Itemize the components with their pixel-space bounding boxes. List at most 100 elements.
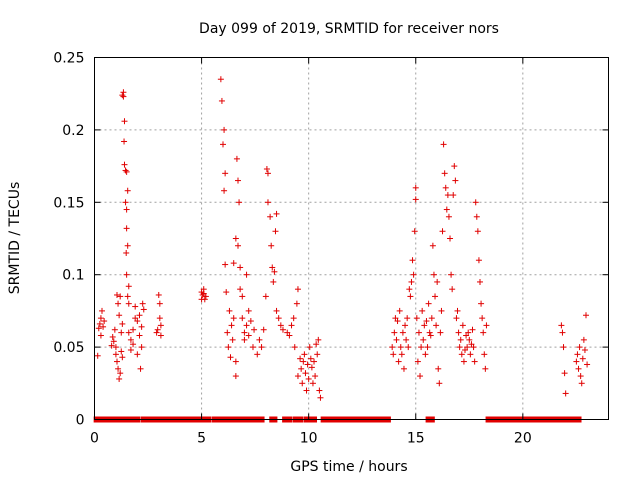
data-point [239, 293, 246, 300]
y-tick-label: 0.25 [53, 51, 84, 67]
data-point [157, 322, 164, 329]
data-point [412, 184, 419, 191]
data-point [393, 336, 400, 343]
data-point [313, 341, 320, 348]
data-point [398, 351, 405, 358]
data-point [221, 187, 228, 194]
data-point [123, 206, 130, 213]
data-point [241, 329, 248, 336]
data-point [299, 380, 306, 387]
data-point [441, 170, 448, 177]
data-point [414, 358, 421, 365]
data-point [391, 329, 398, 336]
data-point [273, 307, 280, 314]
data-point [482, 365, 489, 372]
data-point [153, 329, 160, 336]
chart-title: Day 099 of 2019, SRMTID for receiver nor… [199, 21, 499, 37]
data-point [256, 336, 263, 343]
data-point [277, 322, 284, 329]
data-point [581, 346, 588, 353]
data-point [467, 351, 474, 358]
data-point [271, 268, 278, 275]
data-point [108, 342, 115, 349]
data-point [579, 355, 586, 362]
data-point [222, 261, 229, 268]
data-point [121, 161, 128, 168]
data-point [110, 338, 117, 345]
data-point [298, 365, 305, 372]
data-point [123, 249, 130, 256]
y-tick-label: 0.1 [62, 268, 84, 284]
data-point [199, 291, 206, 298]
data-point [223, 289, 230, 296]
data-point [116, 375, 123, 382]
y-tick-label: 0 [76, 413, 85, 429]
data-point [264, 170, 271, 177]
data-point [440, 141, 447, 148]
data-point [117, 370, 124, 377]
data-point [316, 387, 323, 394]
data-point [454, 307, 461, 314]
data-point [464, 344, 471, 351]
data-point [237, 264, 244, 271]
data-point [275, 315, 282, 322]
data-point [577, 373, 584, 380]
data-point [479, 315, 486, 322]
data-point [578, 380, 585, 387]
data-point [470, 344, 477, 351]
x-tick-label: 15 [407, 431, 425, 447]
data-point [237, 286, 244, 293]
data-point [428, 315, 435, 322]
data-point [389, 344, 396, 351]
data-point [445, 213, 452, 220]
data-point [122, 167, 129, 174]
data-point [471, 358, 478, 365]
data-point [293, 300, 300, 307]
data-point [121, 138, 128, 145]
data-point [480, 329, 487, 336]
data-point [400, 365, 407, 372]
grid-lines [94, 57, 609, 420]
data-point [94, 352, 101, 359]
data-point [220, 141, 226, 148]
data-point [395, 358, 402, 365]
data-point [222, 170, 229, 177]
data-point [132, 303, 139, 310]
data-point [390, 351, 397, 358]
data-point [245, 307, 252, 314]
data-point [247, 318, 254, 325]
data-point [227, 354, 234, 361]
x-tick-labels: 0 5 10 15 20 [90, 431, 532, 447]
data-point [95, 325, 102, 332]
data-point [302, 370, 309, 377]
data-point [405, 344, 412, 351]
x-tick-label: 5 [197, 431, 206, 447]
data-point [118, 348, 125, 355]
data-point [315, 336, 322, 343]
data-point [301, 351, 308, 358]
data-point [101, 318, 108, 325]
data-point [426, 329, 433, 336]
data-point [123, 225, 130, 232]
data-point [434, 278, 441, 285]
data-point [450, 192, 457, 199]
data-point [459, 322, 466, 329]
data-point [584, 361, 591, 368]
data-point [125, 283, 132, 290]
data-point [286, 332, 293, 339]
data-point [294, 373, 301, 380]
data-point [98, 307, 105, 314]
data-point [217, 76, 224, 83]
data-point [156, 300, 163, 307]
data-point [100, 323, 107, 330]
data-point [451, 163, 458, 170]
data-point [157, 332, 164, 339]
data-point [119, 92, 126, 99]
data-point [438, 307, 445, 314]
data-point [436, 380, 443, 387]
data-point [429, 242, 436, 249]
data-point [156, 315, 163, 322]
data-point [562, 390, 569, 397]
data-point [443, 206, 450, 213]
